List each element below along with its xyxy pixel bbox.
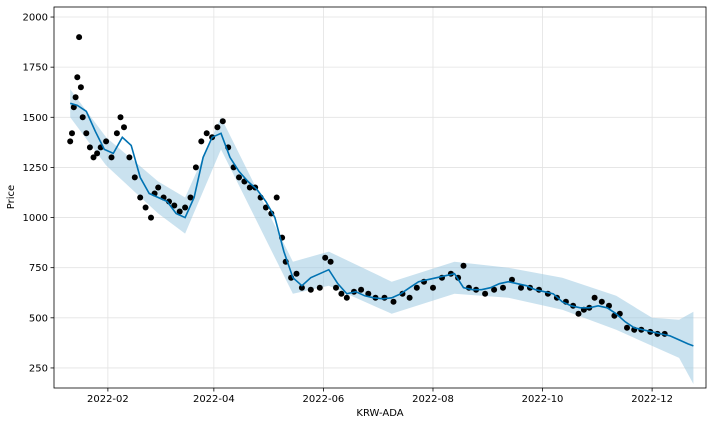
observed-point	[358, 286, 365, 293]
observed-point	[262, 204, 269, 211]
observed-point	[575, 310, 582, 317]
observed-point	[500, 284, 506, 291]
observed-point	[343, 294, 350, 301]
observed-point	[182, 204, 189, 211]
observed-point	[460, 262, 467, 269]
observed-point	[148, 214, 154, 221]
x-tick-label: 2022-08	[412, 394, 454, 405]
observed-point	[72, 94, 79, 101]
observed-point	[74, 74, 81, 81]
observed-point	[390, 298, 397, 305]
y-tick-label: 2000	[23, 13, 48, 24]
y-tick-label: 750	[29, 263, 48, 274]
y-tick-label: 1000	[23, 213, 48, 224]
observed-point	[518, 284, 524, 291]
observed-point	[333, 284, 339, 291]
observed-point	[307, 286, 314, 293]
observed-point	[219, 118, 226, 125]
forecast-line	[69, 102, 694, 347]
x-tick-label: 2022-10	[522, 394, 564, 405]
observed-point	[591, 294, 598, 301]
observed-point	[67, 138, 74, 145]
observed-point	[90, 154, 97, 161]
observed-point	[246, 184, 253, 191]
observed-point	[77, 84, 84, 91]
observed-point	[176, 208, 183, 215]
observed-point	[413, 284, 420, 291]
observed-point	[79, 114, 86, 121]
observed-point	[327, 258, 334, 265]
observed-point	[103, 138, 110, 145]
observed-point	[293, 270, 300, 277]
observed-point	[83, 130, 90, 137]
observed-point	[142, 204, 149, 211]
observed-point	[236, 174, 242, 181]
observed-point	[406, 294, 413, 301]
x-tick-label: 2022-12	[631, 394, 673, 405]
observed-point	[70, 104, 77, 111]
observed-point	[187, 194, 194, 201]
observed-point	[598, 298, 605, 305]
x-tick-label: 2022-04	[193, 394, 235, 405]
observed-point	[113, 130, 120, 137]
observed-point	[108, 154, 115, 161]
uncertainty-band	[70, 89, 694, 384]
observed-point	[171, 202, 178, 209]
observed-point	[126, 154, 133, 161]
observed-point	[509, 276, 515, 283]
observed-point	[121, 124, 127, 131]
observed-point	[273, 194, 280, 201]
plot-frame	[53, 6, 707, 389]
observed-point	[94, 150, 101, 157]
x-axis-label: KRW-ADA	[356, 408, 403, 419]
observed-point	[131, 174, 138, 181]
observed-point	[316, 284, 323, 291]
observed-point	[482, 290, 489, 297]
uncertainty-band-layer	[70, 89, 694, 384]
observed-point	[365, 290, 372, 297]
observed-point	[203, 130, 210, 137]
observed-point	[155, 184, 162, 191]
y-tick-label: 250	[29, 363, 48, 374]
observed-point	[338, 290, 345, 297]
observed-point	[430, 284, 436, 291]
observed-point	[322, 254, 329, 261]
observed-point	[117, 114, 124, 121]
y-axis-label: Price	[6, 185, 17, 209]
forecast-line-layer	[69, 102, 694, 347]
observed-point	[86, 144, 93, 151]
y-tick-label: 1750	[23, 63, 48, 74]
y-tick-label: 1500	[23, 113, 48, 124]
observed-point	[298, 284, 305, 291]
observed-point	[76, 34, 83, 41]
observed-point	[491, 286, 498, 293]
x-axis: 2022-02 2022-04 2022-06 2022-08 2022-10 2022-…	[87, 388, 673, 405]
observed-point	[137, 194, 144, 201]
observed-point	[192, 164, 199, 171]
observed-point	[214, 124, 221, 131]
y-tick-label: 500	[29, 313, 48, 324]
observed-point	[69, 130, 75, 137]
x-tick-label: 2022-02	[87, 394, 129, 405]
x-tick-label: 2022-06	[303, 394, 345, 405]
observed-point	[198, 138, 205, 145]
y-axis: 250 500 750 1000 1250 1500 1750 2000	[23, 13, 54, 374]
observed-point	[624, 324, 630, 331]
y-tick-label: 1250	[23, 163, 48, 174]
